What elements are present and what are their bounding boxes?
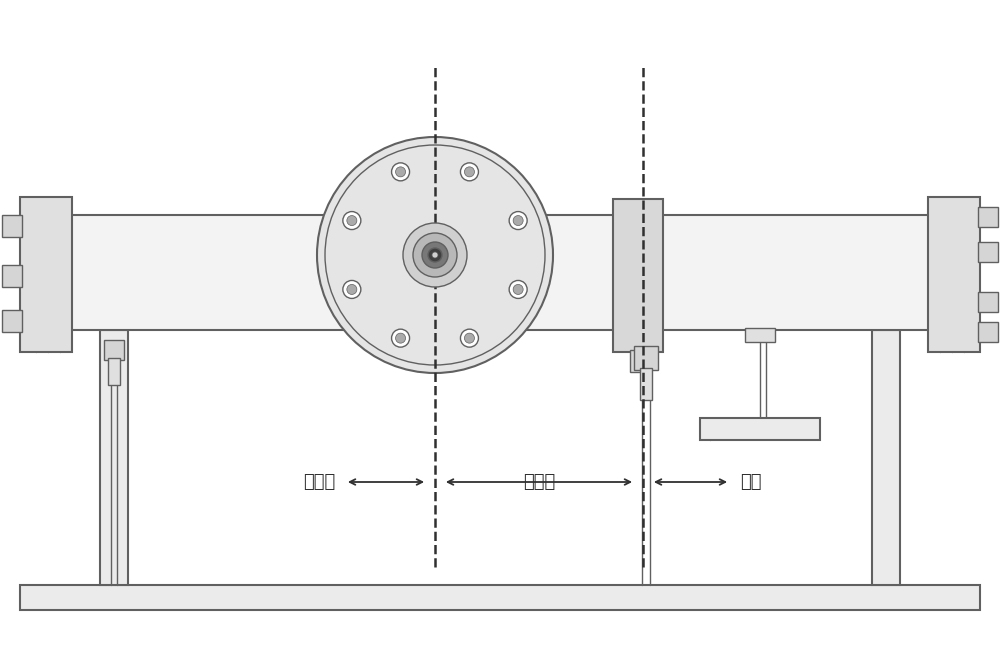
- Circle shape: [464, 167, 474, 177]
- Bar: [745, 328, 775, 342]
- Text: 靶室: 靶室: [740, 473, 762, 491]
- Circle shape: [464, 333, 474, 343]
- Circle shape: [343, 212, 361, 230]
- Circle shape: [392, 163, 410, 181]
- Bar: [630, 350, 646, 372]
- Circle shape: [513, 285, 523, 294]
- Bar: [2, 265, 22, 287]
- Circle shape: [396, 333, 406, 343]
- Bar: [634, 346, 658, 370]
- Text: 加载段: 加载段: [303, 473, 335, 491]
- Circle shape: [347, 285, 357, 294]
- Circle shape: [509, 280, 527, 298]
- Bar: [700, 418, 820, 440]
- Bar: [978, 242, 998, 262]
- Bar: [640, 368, 652, 400]
- Bar: [20, 197, 72, 352]
- Circle shape: [392, 329, 410, 347]
- Bar: [104, 340, 124, 360]
- Circle shape: [428, 248, 442, 262]
- Bar: [978, 207, 998, 227]
- Bar: [978, 322, 998, 342]
- Circle shape: [317, 137, 553, 373]
- Bar: [978, 292, 998, 312]
- Bar: [30, 215, 970, 330]
- Circle shape: [396, 167, 406, 177]
- Bar: [872, 330, 900, 585]
- Circle shape: [422, 242, 448, 268]
- Circle shape: [460, 163, 478, 181]
- Bar: [20, 585, 980, 610]
- Circle shape: [509, 212, 527, 230]
- Circle shape: [432, 252, 438, 258]
- Circle shape: [413, 233, 457, 277]
- Bar: [2, 310, 22, 332]
- Bar: [100, 330, 128, 585]
- Bar: [613, 199, 663, 352]
- Circle shape: [460, 329, 478, 347]
- Text: 测试段: 测试段: [523, 473, 555, 491]
- Bar: [2, 215, 22, 237]
- Bar: [928, 197, 980, 352]
- Circle shape: [403, 223, 467, 287]
- Bar: [108, 358, 120, 385]
- Circle shape: [513, 215, 523, 226]
- Circle shape: [343, 280, 361, 298]
- Circle shape: [347, 215, 357, 226]
